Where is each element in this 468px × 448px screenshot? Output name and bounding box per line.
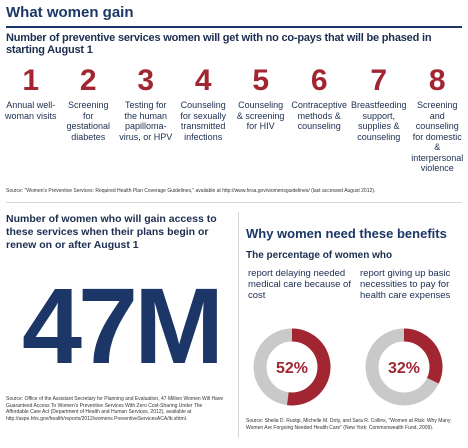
source-note-top: Source: "Women's Preventive Services: Re… — [6, 188, 376, 194]
stat-text: report delaying needed medical care beca… — [248, 268, 351, 301]
source-note-left: Source: Office of the Assistant Secretar… — [6, 396, 224, 422]
service-label: Counseling for sexually transmitted infe… — [180, 100, 226, 142]
big-number: 47M — [21, 265, 224, 386]
donut-fill — [253, 328, 331, 406]
service-label: Screening and counseling for domestic & … — [411, 100, 464, 173]
service-label: Counseling & screening for HIV — [236, 100, 285, 131]
service-item: 4 Counseling for sexually transmitted in… — [174, 64, 231, 182]
donut-percent-label: 32% — [388, 360, 420, 377]
service-number: 1 — [22, 64, 40, 97]
service-item: 1 Annual well-woman visits — [2, 64, 59, 182]
services-row: 1 Annual well-woman visits 2 Screening f… — [2, 64, 466, 182]
donut-chart: 32% — [365, 328, 443, 406]
women-access-heading: Number of women who will gain access to … — [6, 213, 217, 251]
service-number: 7 — [370, 64, 388, 97]
section-divider — [6, 202, 462, 203]
service-label: Breastfeeding support, supplies & counse… — [350, 100, 407, 142]
service-item: 6 Contraceptive methods & counseling — [289, 64, 349, 182]
donut-chart: 52% — [253, 328, 331, 406]
service-number: 5 — [252, 64, 270, 97]
service-label: Screening for gestational diabetes — [66, 100, 110, 142]
service-item: 3 Testing for the human papilloma-virus,… — [117, 64, 174, 182]
service-item: 2 Screening for gestational diabetes — [59, 64, 116, 182]
service-label: Testing for the human papilloma-virus, o… — [119, 100, 173, 142]
percentage-subheading: The percentage of women who — [246, 250, 393, 261]
service-number: 3 — [137, 64, 155, 97]
benefits-heading: Why women need these benefits — [246, 226, 447, 241]
service-number: 2 — [79, 64, 97, 97]
title-underline — [6, 26, 462, 28]
service-item: 5 Counseling & screening for HIV — [232, 64, 289, 182]
services-subtitle: Number of preventive services women will… — [6, 32, 432, 56]
donut-percent-label: 52% — [276, 360, 308, 377]
service-number: 8 — [428, 64, 446, 97]
service-label: Annual well-woman visits — [4, 100, 57, 121]
column-divider — [238, 212, 239, 438]
service-number: 4 — [194, 64, 212, 97]
service-item: 8 Screening and counseling for domestic … — [409, 64, 466, 182]
donut-fill — [365, 328, 443, 406]
stat-text: report giving up basic necessities to pa… — [360, 268, 451, 301]
service-number: 6 — [310, 64, 328, 97]
source-note-right: Source: Sheila D. Rustgi, Michelle M. Do… — [246, 418, 451, 431]
page-title: What women gain — [6, 4, 134, 21]
service-label: Contraceptive methods & counseling — [291, 100, 347, 131]
service-item: 7 Breastfeeding support, supplies & coun… — [349, 64, 409, 182]
